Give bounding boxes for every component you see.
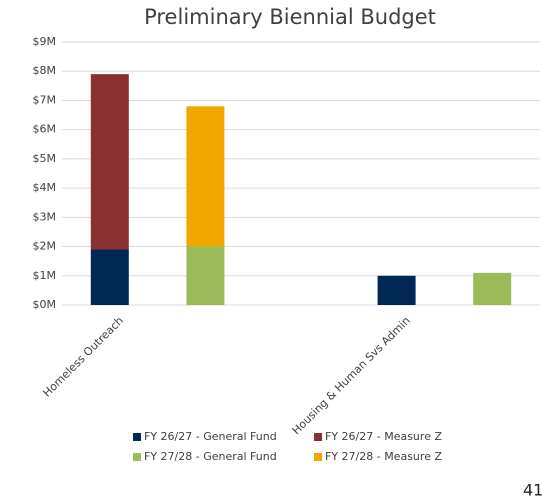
x-tick-label: Homeless Outreach	[40, 314, 126, 400]
bar-segment	[186, 246, 225, 305]
legend-swatch	[133, 453, 141, 461]
bar-segment	[473, 272, 512, 305]
page-number: 41	[523, 481, 542, 497]
legend-label: FY 27/28 - General Fund	[144, 450, 277, 463]
chart-title: Preliminary Biennial Budget	[144, 5, 436, 29]
bar-segment	[377, 275, 416, 305]
y-tick-label: $7M	[33, 93, 57, 106]
y-tick-label: $6M	[33, 123, 57, 136]
legend-swatch	[314, 433, 322, 441]
y-tick-label: $0M	[33, 298, 57, 311]
x-tick-label: Housing & Human Svs Admin	[290, 314, 413, 437]
legend-swatch	[133, 433, 141, 441]
legend-label: FY 26/27 - General Fund	[144, 430, 277, 443]
y-tick-label: $2M	[33, 240, 57, 253]
bar-segment	[90, 74, 129, 250]
y-tick-label: $3M	[33, 210, 57, 223]
legend-swatch	[314, 453, 322, 461]
legend-label: FY 26/27 - Measure Z	[325, 430, 442, 443]
y-tick-label: $1M	[33, 269, 57, 282]
y-tick-label: $9M	[33, 35, 57, 48]
y-tick-label: $4M	[33, 181, 57, 194]
legend-label: FY 27/28 - Measure Z	[325, 450, 442, 463]
y-tick-label: $5M	[33, 152, 57, 165]
bar-segment	[186, 106, 225, 247]
y-tick-label: $8M	[33, 64, 57, 77]
bar-segment	[90, 249, 129, 305]
